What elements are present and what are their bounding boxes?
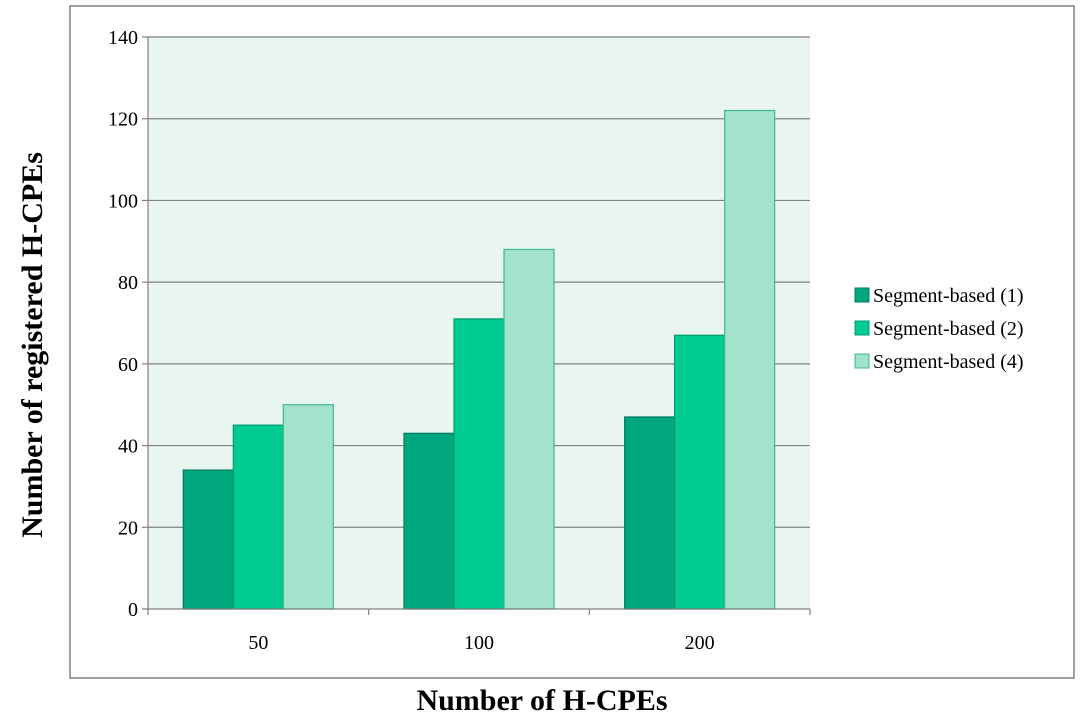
y-tick-label: 0 [128,599,138,621]
legend: Segment-based (1) Segment-based (2) Segmen… [854,285,1024,373]
legend-swatch [854,353,870,369]
legend-swatch [854,287,870,303]
legend-label: Segment-based (2) [873,318,1024,340]
bar [232,424,284,610]
y-tick-label: 100 [108,190,138,212]
bar [282,404,334,610]
y-tick-label: 140 [108,27,138,49]
legend-label: Segment-based (4) [873,351,1024,373]
bar [403,432,455,610]
y-tick-label: 20 [118,517,138,539]
legend-swatch [854,320,870,336]
axes [142,36,811,615]
legend-label: Segment-based (1) [873,285,1024,307]
bar [674,334,726,610]
x-tick-labels: 50 100 200 [248,632,714,654]
y-tick-label: 120 [108,109,138,131]
y-tick-label: 40 [118,436,138,458]
x-axis-title: Number of H-CPEs [416,684,667,717]
y-tick-label: 80 [118,272,138,294]
y-tick-label: 60 [118,354,138,376]
y-tick-labels: 0 20 40 60 80 100 120 140 [108,27,138,621]
x-tick-label: 200 [685,632,715,654]
bar [503,248,555,610]
bar [624,416,676,610]
bar [182,469,234,610]
bar [453,318,505,610]
x-tick-label: 50 [248,632,268,654]
bar [724,109,776,610]
y-axis-title: Number of registered H-CPEs [16,152,49,538]
x-tick-label: 100 [464,632,494,654]
